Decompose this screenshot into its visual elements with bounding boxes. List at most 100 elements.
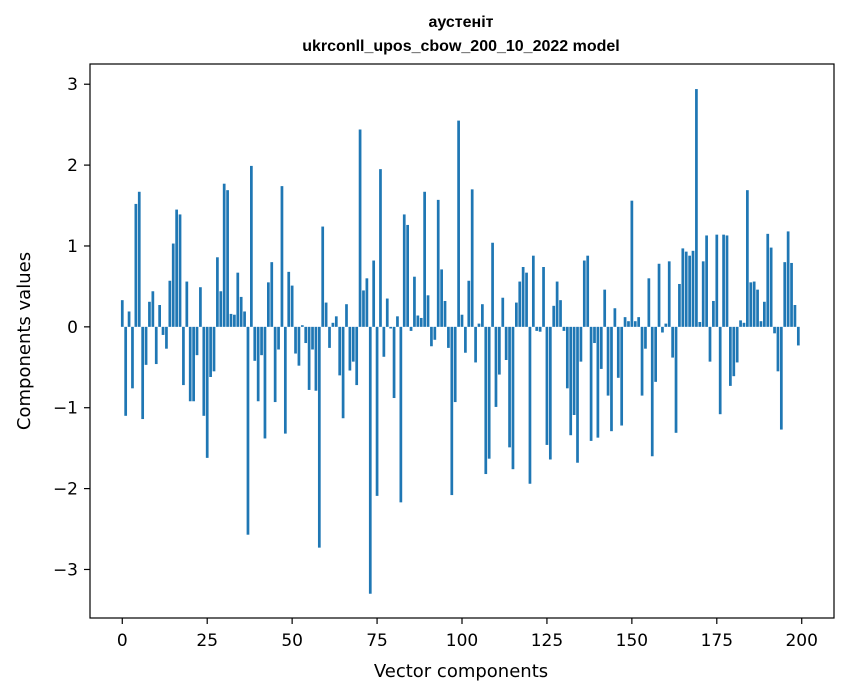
- bar-121: [531, 255, 535, 327]
- bar-151: [633, 321, 637, 327]
- bar-17: [178, 214, 182, 327]
- bar-23: [199, 287, 202, 327]
- bar-174: [712, 300, 715, 327]
- bar-70: [358, 129, 362, 327]
- bar-9: [151, 291, 155, 327]
- bar-11: [158, 305, 161, 327]
- bar-36: [243, 311, 246, 327]
- bar-179: [729, 326, 732, 386]
- bar-114: [508, 326, 511, 448]
- bar-122: [535, 326, 539, 331]
- bar-117: [518, 281, 522, 327]
- bar-197: [790, 262, 793, 327]
- bar-170: [698, 321, 702, 327]
- bar-86: [413, 276, 416, 327]
- bar-129: [559, 300, 562, 327]
- bar-2: [127, 311, 131, 327]
- bar-173: [708, 326, 712, 362]
- bar-78: [385, 298, 389, 327]
- bar-191: [769, 247, 773, 327]
- bar-64: [338, 326, 342, 376]
- bar-37: [246, 326, 250, 535]
- bar-15: [171, 243, 175, 327]
- bar-7: [144, 326, 148, 365]
- bar-71: [362, 290, 365, 327]
- bar-35: [239, 296, 243, 327]
- bar-130: [562, 326, 566, 331]
- bar-102: [467, 280, 471, 327]
- bar-99: [457, 120, 460, 327]
- bar-20: [188, 326, 192, 402]
- bar-62: [331, 322, 335, 327]
- x-tick-label-75: 75: [366, 631, 388, 651]
- bar-93: [436, 199, 440, 327]
- bar-42: [263, 326, 267, 439]
- bar-83: [402, 214, 406, 327]
- bar-110: [494, 326, 498, 407]
- bar-134: [576, 326, 579, 463]
- bar-21: [192, 326, 195, 402]
- bar-90: [426, 295, 430, 327]
- bar-74: [372, 260, 376, 327]
- bar-29: [219, 291, 223, 327]
- bar-104: [474, 326, 477, 363]
- bar-57: [314, 326, 318, 391]
- bar-138: [589, 326, 593, 441]
- bar-38: [250, 165, 253, 327]
- bar-0: [120, 300, 124, 327]
- bar-143: [606, 326, 610, 396]
- bar-97: [450, 326, 454, 496]
- bar-194: [779, 326, 783, 430]
- bar-181: [735, 326, 739, 363]
- bar-67: [348, 326, 352, 371]
- bar-107: [484, 326, 488, 475]
- bar-192: [773, 326, 776, 334]
- bar-120: [528, 326, 532, 484]
- bar-66: [345, 304, 348, 327]
- bar-125: [545, 326, 549, 445]
- bar-40: [256, 326, 260, 402]
- bar-137: [586, 255, 590, 327]
- bar-183: [742, 322, 746, 327]
- bar-196: [786, 231, 790, 327]
- bar-49: [287, 271, 291, 327]
- bar-199: [796, 326, 800, 346]
- x-tick-label-25: 25: [196, 631, 218, 651]
- y-tick-label--3: −3: [53, 560, 78, 580]
- bar-82: [399, 326, 403, 503]
- bar-168: [691, 250, 695, 327]
- bar-77: [382, 326, 386, 357]
- bar-163: [674, 326, 678, 433]
- bar-166: [684, 251, 688, 327]
- bar-180: [732, 326, 736, 377]
- y-axis-label: Components values: [14, 252, 35, 430]
- bar-41: [260, 326, 263, 356]
- bar-6: [141, 326, 145, 420]
- bar-106: [481, 304, 484, 327]
- bar-161: [667, 261, 671, 327]
- bar-118: [521, 267, 525, 327]
- bar-25: [205, 326, 209, 458]
- bar-115: [511, 326, 515, 470]
- bar-47: [280, 186, 284, 327]
- bar-133: [572, 326, 576, 415]
- bar-127: [552, 305, 556, 327]
- bar-48: [283, 326, 287, 434]
- bar-187: [756, 289, 759, 327]
- bar-150: [630, 200, 634, 327]
- bar-147: [620, 326, 624, 426]
- bar-152: [637, 317, 641, 327]
- bar-171: [701, 261, 705, 327]
- bar-96: [447, 326, 450, 348]
- bar-4: [134, 203, 138, 327]
- bar-135: [579, 326, 583, 362]
- bar-14: [168, 280, 172, 327]
- bar-141: [599, 326, 603, 369]
- bar-52: [297, 326, 301, 366]
- bar-12: [161, 326, 165, 335]
- bar-164: [678, 283, 681, 327]
- x-tick-label-0: 0: [117, 631, 128, 651]
- y-tick-label--2: −2: [53, 480, 78, 500]
- bar-193: [776, 326, 780, 372]
